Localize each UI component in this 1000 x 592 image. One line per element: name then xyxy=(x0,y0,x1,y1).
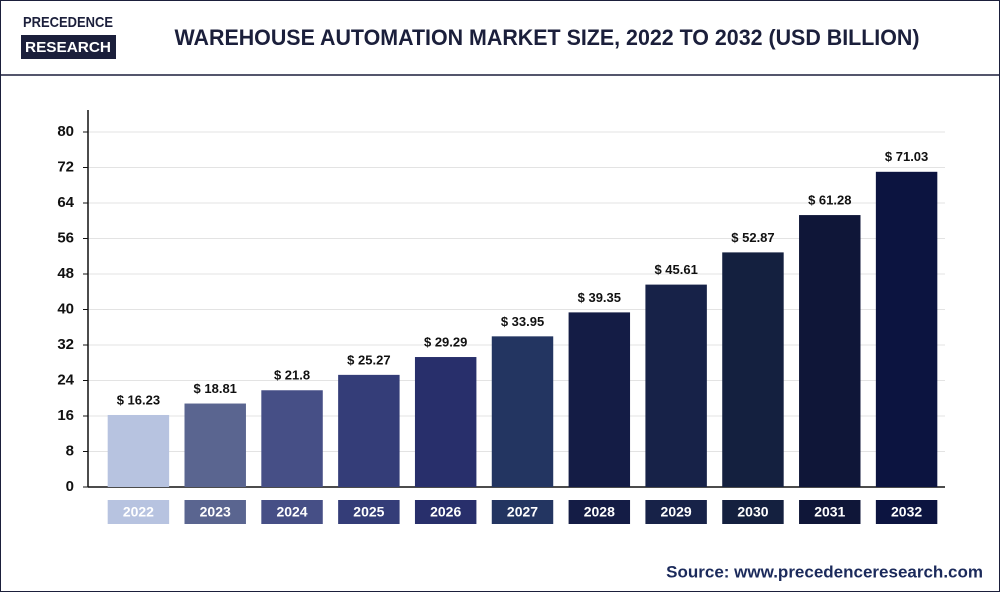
y-tick-label: 40 xyxy=(57,300,74,317)
x-tick-box xyxy=(491,500,554,524)
bar xyxy=(184,403,246,487)
source: Source: www.precedenceresearch.com xyxy=(666,562,983,581)
x-tick-box xyxy=(338,500,400,524)
y-tick-label: 64 xyxy=(57,194,74,211)
x-tick-box xyxy=(568,500,631,524)
x-tick-label: 2030 xyxy=(737,504,768,520)
y-tick-label: 0 xyxy=(66,478,74,495)
bar xyxy=(799,215,861,487)
value-label: $ 29.29 xyxy=(424,334,467,349)
value-label: $ 21.8 xyxy=(274,368,310,383)
bar xyxy=(875,171,938,487)
x-tick-label: 2025 xyxy=(353,504,384,520)
x-tick-label: 2024 xyxy=(276,504,307,520)
x-tick-box xyxy=(799,500,861,524)
bar xyxy=(722,252,784,487)
y-tick-label: 48 xyxy=(57,265,74,282)
bar xyxy=(107,414,170,487)
x-tick-label: 2026 xyxy=(430,504,461,520)
bar xyxy=(568,312,631,487)
bar xyxy=(645,284,707,487)
y-tick-label: 56 xyxy=(57,229,74,246)
chart-title: WAREHOUSE AUTOMATION MARKET SIZE, 2022 T… xyxy=(175,25,920,50)
x-tick-box xyxy=(107,500,170,524)
y-tick-label: 24 xyxy=(57,371,74,388)
x-tick-label: 2028 xyxy=(584,504,615,520)
x-tick-box xyxy=(722,500,784,524)
value-label: $ 25.27 xyxy=(347,352,390,367)
value-label: $ 45.61 xyxy=(654,262,697,277)
x-tick-box xyxy=(645,500,707,524)
logo-line: PRECEDENCE xyxy=(23,14,113,31)
x-tick-box xyxy=(875,500,938,524)
y-tick-label: 72 xyxy=(57,158,74,175)
x-tick-label: 2027 xyxy=(507,504,538,520)
value-label: $ 52.87 xyxy=(731,230,774,245)
x-tick-box xyxy=(414,500,477,524)
x-tick-box xyxy=(184,500,246,524)
y-tick-label: 8 xyxy=(66,442,74,459)
value-label: $ 18.81 xyxy=(194,381,237,396)
bar xyxy=(491,336,554,487)
x-tick-label: 2031 xyxy=(814,504,845,520)
value-label: $ 16.23 xyxy=(117,392,160,407)
y-tick-label: 32 xyxy=(57,336,74,353)
y-tick-label: 80 xyxy=(57,123,74,140)
x-tick-box xyxy=(261,500,323,524)
x-tick-label: 2029 xyxy=(661,504,692,520)
logo-line: RESEARCH xyxy=(25,39,111,56)
y-tick-label: 16 xyxy=(57,407,74,424)
x-tick-label: 2023 xyxy=(200,504,231,520)
logo-box xyxy=(21,35,116,59)
x-tick-label: 2022 xyxy=(123,504,154,520)
bar xyxy=(414,357,477,487)
value-label: $ 71.03 xyxy=(885,149,928,164)
value-label: $ 61.28 xyxy=(808,193,851,208)
bar xyxy=(261,390,323,487)
value-label: $ 33.95 xyxy=(501,314,544,329)
value-label: $ 39.35 xyxy=(578,290,621,305)
x-tick-label: 2032 xyxy=(891,504,922,520)
bar xyxy=(338,374,400,487)
